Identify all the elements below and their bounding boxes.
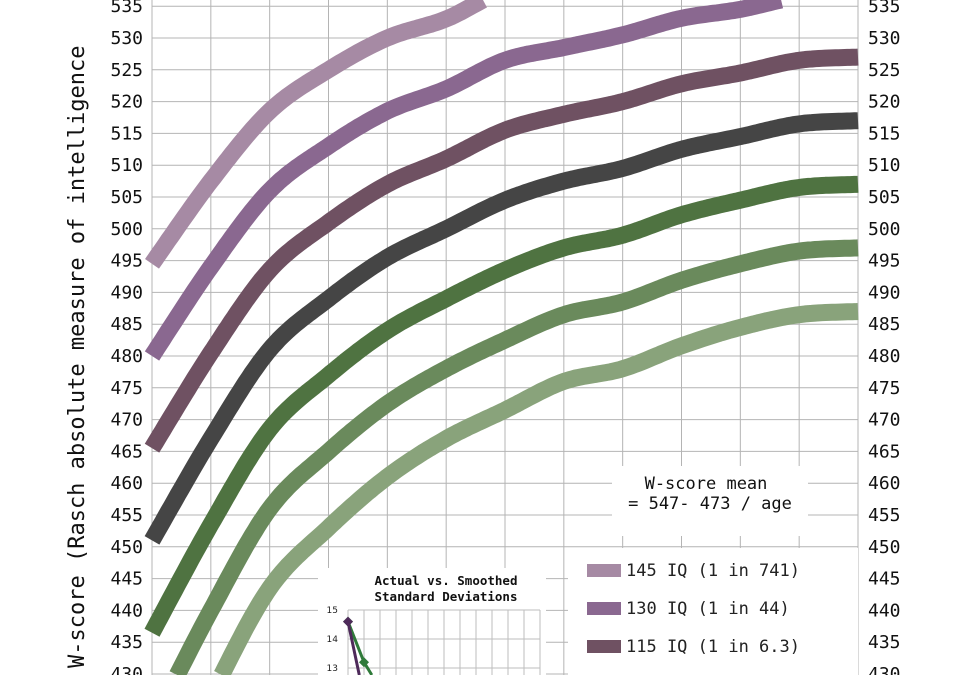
y-tick-label-right: 515 (868, 123, 901, 144)
y-tick-label-left: 495 (110, 251, 143, 272)
series-line-85 (144, 175, 865, 639)
y-tick-label-right: 440 (868, 600, 901, 621)
y-tick-label-left: 490 (110, 282, 143, 303)
annotation-line2: = 547- 473 / age (628, 494, 792, 514)
y-tick-label-left: 485 (110, 314, 143, 335)
series-line-145 (145, 0, 490, 270)
y-tick-label-left: 530 (110, 28, 143, 49)
legend-swatch (587, 602, 621, 615)
y-tick-label-right: 465 (868, 441, 901, 462)
y-tick-label-left: 455 (110, 505, 143, 526)
y-tick-label-left: 515 (110, 123, 143, 144)
y-axis-title: W-score (Rasch absolute measure of intel… (65, 45, 90, 668)
y-tick-label-right: 500 (868, 219, 901, 240)
y-tick-label-left: 500 (110, 219, 143, 240)
inset-series-actual (346, 621, 361, 675)
y-tick-label-left: 450 (110, 537, 143, 558)
annotation-line1: W-score mean (645, 474, 768, 494)
series-lines (144, 0, 865, 675)
annotation-box (612, 466, 808, 536)
y-tick-label-right: 505 (868, 187, 901, 208)
y-tick-label-right: 430 (868, 664, 901, 675)
y-tick-label-right: 450 (868, 537, 901, 558)
y-tick-label-left: 535 (110, 0, 143, 17)
legend-label: 115 IQ (1 in 6.3) (626, 637, 800, 657)
series-line-115 (144, 48, 865, 455)
y-tick-label-left: 525 (110, 60, 143, 81)
y-tick-label-right: 445 (868, 569, 901, 590)
y-tick-label-left: 435 (110, 632, 143, 653)
y-tick-label-right: 485 (868, 314, 901, 335)
series-line-55 (214, 303, 865, 675)
y-tick-label-left: 505 (110, 187, 143, 208)
y-tick-label-left: 475 (110, 378, 143, 399)
y-tick-label-right: 520 (868, 92, 901, 113)
legend-swatch (587, 564, 621, 577)
series-line-70 (169, 239, 865, 675)
y-tick-label-right: 475 (868, 378, 901, 399)
inset-marker-smoothed (359, 657, 369, 668)
inset-title-line2: Standard Deviations (375, 589, 518, 604)
legend-label: 130 IQ (1 in 44) (626, 599, 790, 619)
inset-marker-actual (343, 616, 353, 627)
y-tick-label-right: 455 (868, 505, 901, 526)
y-tick-label-right: 535 (868, 0, 901, 17)
y-tick-label-right: 490 (868, 282, 901, 303)
inset-y-tick-label: 13 (327, 664, 338, 674)
series-line-100 (144, 112, 865, 547)
y-tick-label-right: 460 (868, 473, 901, 494)
y-tick-label-left: 460 (110, 473, 143, 494)
y-tick-label-left: 430 (110, 664, 143, 675)
y-tick-label-left: 520 (110, 92, 143, 113)
y-tick-label-right: 480 (868, 346, 901, 367)
y-tick-label-left: 465 (110, 441, 143, 462)
y-tick-label-right: 435 (868, 632, 901, 653)
y-tick-label-left: 445 (110, 569, 143, 590)
legend: 145 IQ (1 in 741) 130 IQ (1 in 44) 115 IQ … (587, 561, 800, 657)
y-tick-label-right: 530 (868, 28, 901, 49)
right-y-ticks: 535 530 525 520 515 510 505 500 495 490 485 480 475 4… (868, 0, 901, 675)
y-tick-label-left: 480 (110, 346, 143, 367)
y-tick-label-left: 510 (110, 155, 143, 176)
legend-swatch (587, 640, 621, 653)
series-line-130 (144, 0, 788, 362)
y-tick-label-left: 440 (110, 600, 143, 621)
legend-label: 145 IQ (1 in 741) (626, 561, 800, 581)
inset-chart: Actual vs. Smoothed Standard Deviations … (318, 568, 546, 675)
y-tick-label-right: 470 (868, 410, 901, 431)
inset-y-tick-label: 15 (327, 606, 338, 616)
y-tick-label-right: 495 (868, 251, 901, 272)
y-tick-label-left: 470 (110, 410, 143, 431)
y-tick-label-right: 525 (868, 60, 901, 81)
inset-y-tick-label: 14 (327, 635, 339, 645)
inset-title-line1: Actual vs. Smoothed (375, 573, 518, 588)
y-tick-label-right: 510 (868, 155, 901, 176)
left-y-ticks: 535 530 525 520 515 510 505 500 495 490 485 480 475 4… (110, 0, 143, 675)
